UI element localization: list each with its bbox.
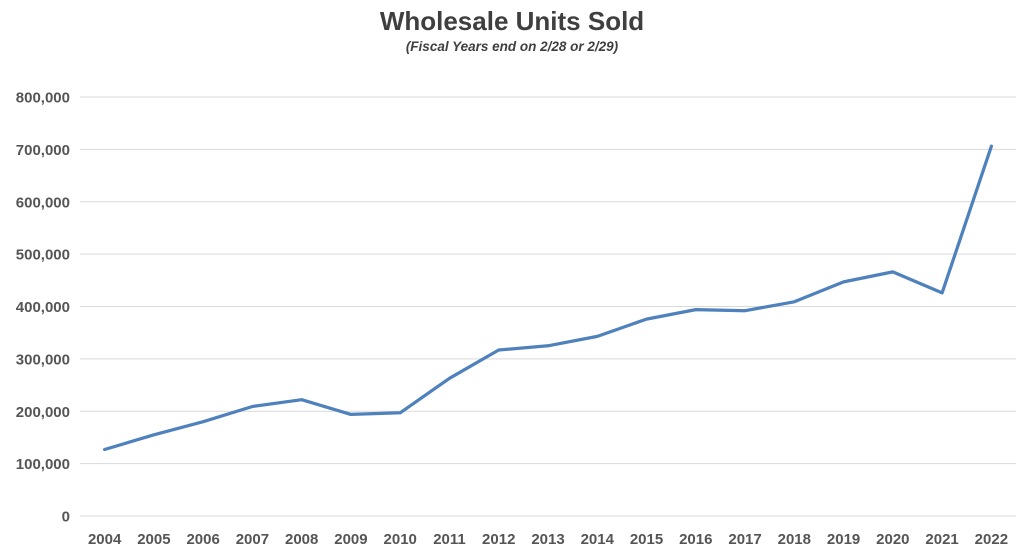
y-axis-tick-label: 200,000 [16, 404, 70, 421]
y-axis-tick-label: 0 [62, 509, 70, 526]
y-axis-tick-label: 600,000 [16, 194, 70, 211]
y-axis-tick-label: 700,000 [16, 142, 70, 159]
y-axis-tick-label: 800,000 [16, 90, 70, 107]
x-axis-tick-label: 2009 [334, 531, 367, 548]
x-axis-tick-label: 2017 [728, 531, 761, 548]
x-axis-tick-label: 2018 [778, 531, 811, 548]
x-axis-tick-label: 2019 [827, 531, 860, 548]
x-axis-tick-label: 2020 [876, 531, 909, 548]
chart-subtitle: (Fiscal Years end on 2/28 or 2/29) [405, 39, 619, 54]
x-axis-tick-label: 2012 [482, 531, 515, 548]
x-axis-tick-label: 2014 [581, 531, 615, 548]
x-axis-tick-label: 2016 [679, 531, 712, 548]
chart-title: Wholesale Units Sold [379, 6, 645, 36]
x-axis-tick-label: 2004 [88, 531, 122, 548]
x-axis-tick-label: 2011 [433, 531, 466, 548]
x-axis-tick-label: 2007 [236, 531, 269, 548]
data-line-wholesale-units [102, 144, 994, 452]
y-axis-tick-label: 300,000 [16, 351, 70, 368]
x-axis-tick-label: 2010 [384, 531, 417, 548]
y-axis-tick-label: 400,000 [16, 299, 70, 316]
x-axis-tick-label: 2022 [975, 531, 1008, 548]
x-axis-tick-label: 2013 [531, 531, 564, 548]
x-axis-tick-label: 2015 [630, 531, 663, 548]
x-axis-tick-label: 2006 [186, 531, 219, 548]
x-axis-tick-label: 2021 [925, 531, 958, 548]
x-axis-tick-label: 2005 [137, 531, 170, 548]
x-axis-tick-label: 2008 [285, 531, 318, 548]
y-axis-tick-label: 100,000 [16, 456, 70, 473]
y-axis-tick-label: 500,000 [16, 247, 70, 264]
